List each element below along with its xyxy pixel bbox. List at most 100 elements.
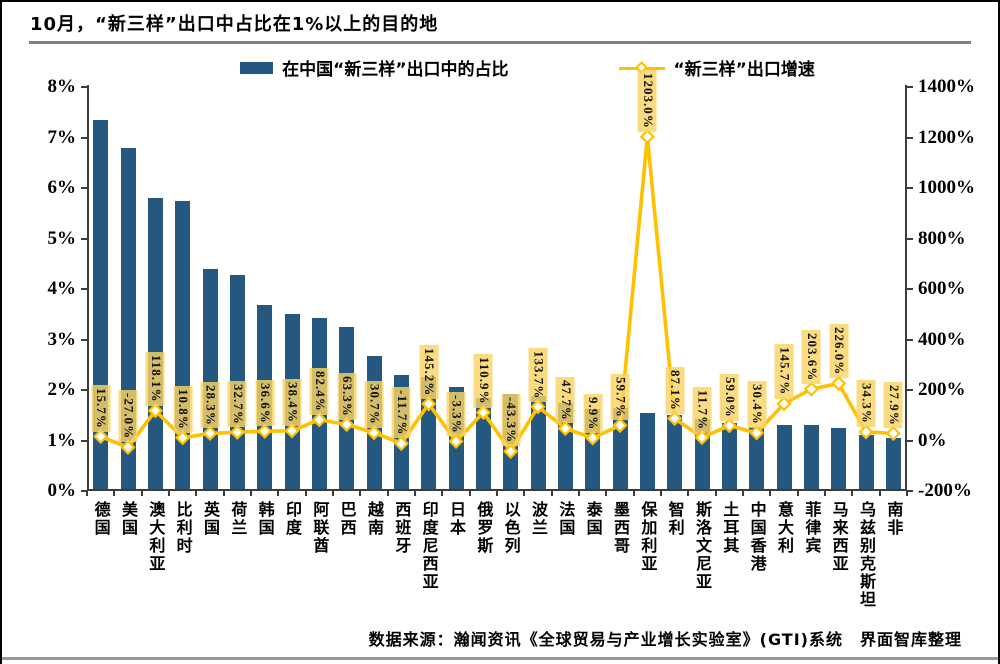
line-data-label: -43.3%	[501, 394, 521, 447]
x-axis-category-label: 墨西哥	[611, 501, 630, 555]
x-axis-category-label: 法国	[556, 501, 576, 537]
x-axis-category-label: 马来西亚	[829, 501, 849, 573]
x-axis-tick	[168, 491, 170, 496]
right-axis-tick	[907, 439, 913, 442]
plot-area: 0% 1% 2% 3% 4% 5% 6% 7% 8% -200% 0% 200% 400% 600% 800…	[48, 70, 975, 609]
line-data-label: 118.1%	[145, 352, 165, 406]
bar	[831, 427, 847, 489]
line-data-label: 30.7%	[364, 381, 384, 428]
x-axis-tick	[386, 491, 389, 496]
x-axis-category-label: 越南	[365, 501, 384, 537]
left-axis-tick	[81, 389, 87, 391]
bar	[667, 415, 683, 489]
x-axis-tick	[113, 491, 116, 496]
line-data-label: 145.2%	[419, 344, 439, 399]
line-data-label: 28.3%	[200, 381, 220, 429]
diamond-marker	[639, 129, 655, 145]
x-axis-tick	[496, 491, 498, 496]
left-axis-tick-label: 5%	[47, 227, 77, 249]
line-data-label: 203.6%	[801, 329, 821, 385]
x-axis-category-label: 荷兰	[228, 501, 248, 537]
left-axis-tick-label: 8%	[47, 76, 77, 97]
x-axis-tick	[140, 491, 143, 496]
left-axis-tick	[81, 439, 87, 442]
diamond-marker	[776, 396, 792, 412]
diamond-marker	[721, 417, 737, 434]
x-axis-tick	[550, 491, 553, 496]
x-axis-category-label: 菲律宾	[802, 501, 822, 555]
diamond-marker	[311, 412, 327, 428]
data-source-note: 数据来源：瀚闻资讯《全球贸易与产业增长实验室》(GTI)系统 界面智库整理	[368, 630, 962, 649]
x-axis-tick	[86, 491, 88, 496]
left-axis-tick-label: 4%	[47, 278, 77, 299]
diamond-marker	[585, 430, 601, 446]
diamond-marker	[667, 410, 683, 427]
left-axis-tick	[81, 86, 87, 88]
x-axis-category-label: 韩国	[255, 501, 275, 537]
line-data-label: -3.3%	[446, 391, 466, 437]
right-axis-tick	[907, 187, 913, 189]
diamond-marker	[93, 428, 109, 445]
line-data-label: 47.7%	[555, 376, 575, 424]
x-axis-tick	[468, 491, 471, 496]
left-axis-tick	[81, 136, 87, 139]
right-axis-tick	[907, 237, 913, 240]
diamond-marker	[120, 439, 136, 455]
x-axis-category-label: 保加利亚	[638, 501, 658, 573]
x-axis-tick	[414, 491, 416, 496]
left-axis-tick-label: 1%	[47, 429, 77, 451]
legend-label-share: 在中国“新三样”出口中的占比	[282, 60, 509, 80]
x-axis-category-label: 意大利	[775, 501, 794, 555]
left-axis-tick	[81, 288, 87, 290]
line-data-label: 27.9%	[883, 381, 903, 429]
right-axis-tick-label: 400%	[918, 328, 966, 350]
diamond-marker	[175, 430, 191, 446]
line-data-label: 63.3%	[337, 372, 357, 420]
right-axis-tick-label: 0%	[918, 429, 947, 451]
bottom-divider	[2, 657, 998, 660]
line-data-label: 11.7%	[692, 386, 712, 433]
x-axis-tick	[769, 491, 772, 496]
x-axis-category-label: 日本	[447, 501, 466, 537]
diamond-marker	[885, 425, 901, 442]
bar	[858, 435, 874, 489]
line-data-label: 226.0%	[829, 324, 849, 379]
diamond-marker	[339, 416, 355, 433]
diamond-marker	[448, 433, 464, 449]
line-data-label: 9.9%	[583, 393, 603, 434]
x-axis-tick	[277, 491, 280, 496]
x-axis-category-label: 巴西	[337, 501, 357, 537]
diamond-marker	[475, 404, 491, 421]
left-y-axis-line	[87, 85, 89, 491]
left-axis-tick	[81, 187, 87, 189]
diamond-marker	[530, 399, 546, 415]
line-data-label: -27.0%	[118, 390, 138, 443]
left-axis-tick-label: 6%	[47, 177, 77, 198]
x-axis-category-label: 乌兹别克斯坦	[857, 501, 876, 609]
x-axis-category-label: 以色列	[501, 501, 521, 555]
right-axis-tick-label: 600%	[918, 278, 966, 299]
legend-item-growth: “新三样”出口增速	[618, 55, 815, 80]
growth-line-series	[93, 129, 901, 460]
x-axis-category-label: 阿联酋	[310, 501, 330, 555]
diamond-marker	[503, 443, 519, 460]
diamond-marker	[202, 425, 218, 441]
right-axis-tick-label: 800%	[918, 227, 966, 249]
line-diamond-icon	[618, 60, 665, 74]
x-axis-category-label: 德国	[91, 501, 111, 537]
x-axis-tick	[687, 491, 690, 496]
x-axis-tick	[523, 491, 526, 496]
x-axis-tick	[851, 491, 854, 496]
left-axis-tick-label: 2%	[47, 379, 77, 400]
diamond-marker	[229, 424, 245, 440]
line-data-label: 32.7%	[227, 380, 247, 428]
x-axis-tick	[578, 491, 580, 496]
diamond-marker	[831, 375, 847, 392]
right-axis-tick	[907, 86, 913, 88]
x-axis-category-label: 土耳其	[720, 501, 740, 555]
x-axis-tick	[906, 491, 908, 496]
right-axis-tick	[907, 288, 913, 290]
line-data-label: 59.7%	[610, 373, 630, 421]
x-axis-category-label: 英国	[201, 501, 220, 537]
line-data-label: 36.6%	[255, 379, 275, 427]
